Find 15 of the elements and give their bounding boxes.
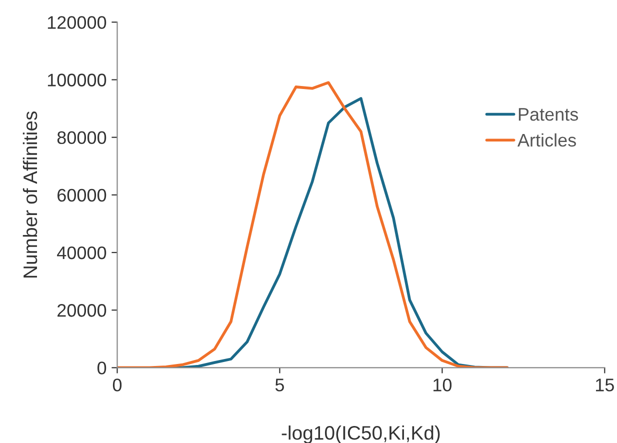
y-tick-label: 40000 [57,246,106,260]
y-tick-label: 80000 [57,131,106,144]
legend-label: Patents [518,108,578,121]
y-tick-label: 60000 [58,188,106,202]
y-tick-label: 120000 [48,16,106,29]
x-tick-label: 0 [112,378,122,392]
y-tick-label: 0 [97,362,106,374]
legend-label: Articles [517,133,576,147]
x-tick-label: 15 [596,378,614,392]
x-tick-label: 10 [434,378,452,392]
y-tick-label: 20000 [58,304,106,317]
line-series [117,81,509,368]
y-tick-label: 100000 [48,74,106,86]
x-tick-label: 5 [275,378,284,392]
y-axis-title: Number of Affinities [22,111,38,278]
